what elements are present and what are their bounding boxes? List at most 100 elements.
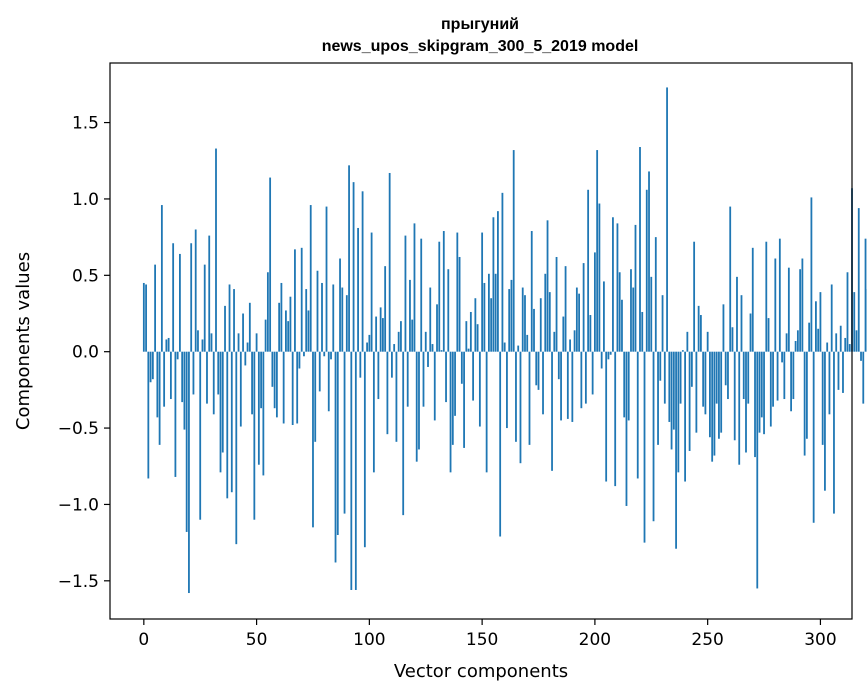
- bar-component-295: [808, 322, 811, 352]
- bar-component-3: [149, 351, 152, 383]
- bar-component-157: [497, 211, 499, 352]
- bar-component-106: [381, 318, 384, 352]
- bar-component-247: [699, 315, 702, 352]
- bar-component-59: [275, 351, 278, 418]
- bar-component-7: [158, 351, 161, 445]
- bar-component-142: [463, 351, 465, 448]
- bar-component-67: [294, 249, 296, 352]
- chart-title-line-1: прыгуний: [441, 16, 519, 33]
- bar-component-283: [781, 351, 783, 363]
- x-tick-label: 300: [804, 630, 836, 650]
- bar-component-150: [481, 232, 484, 352]
- bar-component-2: [147, 351, 150, 479]
- bar-component-12: [169, 351, 172, 400]
- y-tick-label: −0.5: [58, 419, 99, 439]
- bar-component-65: [289, 296, 292, 352]
- bar-component-79: [321, 282, 323, 352]
- bar-component-293: [803, 351, 806, 456]
- bar-component-215: [627, 351, 630, 421]
- bar-component-205: [605, 351, 608, 482]
- bar-component-140: [458, 256, 461, 352]
- bar-component-13: [172, 243, 175, 352]
- bar-component-15: [176, 351, 179, 360]
- bar-component-55: [266, 272, 269, 352]
- bar-component-254: [715, 351, 718, 404]
- bar-component-219: [636, 351, 639, 479]
- bar-component-71: [303, 351, 305, 357]
- bar-component-276: [765, 241, 768, 352]
- bar-component-285: [785, 333, 788, 352]
- bar-component-128: [431, 344, 434, 352]
- bar-component-214: [625, 351, 628, 506]
- bar-component-6: [156, 351, 159, 418]
- bar-component-34: [219, 351, 222, 473]
- bar-component-46: [246, 342, 249, 352]
- y-tick-label: 0.0: [72, 343, 99, 363]
- bar-component-75: [312, 351, 314, 528]
- bar-component-51: [257, 351, 260, 465]
- y-tick-label: 1.5: [72, 114, 99, 134]
- bar-component-120: [413, 223, 416, 352]
- bar-component-171: [528, 351, 531, 445]
- bar-component-130: [436, 304, 438, 352]
- bar-component-105: [379, 307, 382, 352]
- bar-component-190: [571, 351, 574, 422]
- bar-component-250: [706, 331, 709, 352]
- bar-component-272: [756, 351, 759, 589]
- bar-component-32: [215, 148, 217, 352]
- bars: [142, 87, 867, 594]
- bar-component-306: [833, 351, 835, 514]
- bar-component-14: [174, 351, 177, 477]
- bar-component-103: [375, 316, 378, 352]
- bar-component-60: [278, 302, 281, 352]
- bar-component-284: [783, 351, 786, 400]
- bar-component-88: [341, 287, 344, 352]
- bar-component-252: [711, 351, 714, 462]
- bar-component-183: [555, 256, 558, 352]
- bar-component-73: [307, 310, 310, 352]
- bar-component-16: [179, 253, 181, 352]
- bar-component-229: [659, 351, 662, 381]
- bar-component-163: [510, 279, 513, 352]
- bar-component-68: [296, 351, 299, 424]
- bar-component-282: [778, 238, 781, 352]
- bar-component-318: [860, 351, 862, 361]
- bar-component-256: [720, 351, 723, 433]
- bar-component-172: [530, 231, 533, 352]
- bar-component-259: [727, 351, 729, 400]
- bar-component-221: [641, 311, 644, 352]
- bar-component-200: [593, 252, 596, 352]
- bar-component-195: [582, 263, 585, 352]
- bar-component-311: [844, 337, 847, 352]
- bar-component-310: [842, 351, 844, 393]
- bar-component-241: [686, 331, 689, 352]
- x-tick-label: 200: [579, 630, 611, 650]
- bar-component-11: [167, 337, 170, 352]
- bar-component-170: [526, 334, 529, 352]
- y-axis-ticks: −1.5 −1.0 −0.5 0.0 0.5 1.0 1.5: [58, 114, 110, 592]
- bar-component-251: [709, 351, 711, 438]
- bar-component-0: [142, 282, 145, 352]
- bar-component-273: [758, 351, 761, 433]
- bar-component-99: [366, 342, 368, 352]
- bar-component-1: [145, 284, 147, 352]
- bar-component-8: [160, 205, 163, 352]
- bar-component-26: [201, 339, 204, 352]
- bar-component-296: [810, 197, 813, 352]
- bar-component-194: [580, 351, 583, 409]
- bar-component-126: [427, 351, 429, 367]
- bar-component-118: [409, 279, 411, 352]
- y-axis-label: Components values: [13, 252, 34, 430]
- bar-component-274: [760, 351, 763, 418]
- bar-component-277: [767, 318, 770, 352]
- bar-component-267: [745, 351, 747, 453]
- bar-component-49: [253, 351, 256, 520]
- bar-component-260: [729, 206, 732, 352]
- bar-component-38: [228, 284, 231, 352]
- bar-component-158: [499, 351, 502, 537]
- bar-component-169: [524, 295, 526, 352]
- bar-component-109: [388, 172, 391, 352]
- bar-component-209: [614, 351, 617, 487]
- bar-component-156: [494, 273, 497, 352]
